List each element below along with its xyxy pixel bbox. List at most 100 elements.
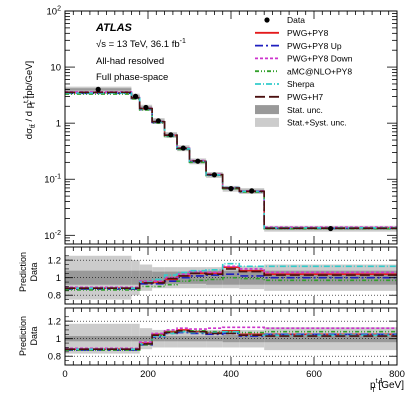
- y-title-sub-tt: tt̄: [29, 124, 37, 128]
- y-tick-label: 102: [47, 6, 62, 18]
- ratio-stat-band-bin: [139, 336, 153, 342]
- y-tick-base: 10: [44, 175, 55, 186]
- energy-sup: -1: [180, 38, 186, 45]
- ratio-series-pwg-h7: [65, 330, 397, 351]
- legend-label: Stat. unc.: [287, 105, 323, 115]
- y-tick-exp: 2: [57, 6, 61, 13]
- ratio-y-tick-label: 1: [56, 334, 61, 345]
- ratio1-y-title-bottom: Data: [29, 262, 39, 281]
- energy-text: √s = 13 TeV, 36.1 fb: [96, 39, 180, 50]
- data-point: [211, 172, 217, 178]
- ratio-stat-band-bin: [264, 335, 397, 343]
- legend-marker-data: [264, 17, 270, 23]
- x-title-sup: t,1: [376, 378, 384, 385]
- legend-label: PWG+PY8 Down: [287, 54, 353, 64]
- ratio-y-tick-label: 1.2: [48, 256, 61, 267]
- main-series-pwg-py8: [65, 91, 397, 229]
- ratio-stat-band-bin: [222, 335, 240, 343]
- phase-space-label: Full phase-space: [96, 72, 168, 83]
- legend: Data PWG+PY8 PWG+PY8 Up PWG+PY8 Down aMC@NLO…: [255, 15, 353, 128]
- legend-entry: Stat.+Syst. unc.: [255, 118, 347, 128]
- main-uncertainty-bands: [65, 86, 397, 232]
- x-title-main: p: [370, 380, 376, 391]
- legend-label: aMC@NLO+PY8: [287, 66, 352, 76]
- ratio1-axes: 0.8 1 1.2: [48, 246, 398, 305]
- y-axis-title-text: dσtt̄ / d pt,1T [pb/GeV]: [23, 61, 37, 139]
- y-tick-base: 10: [47, 7, 58, 18]
- legend-entry: Stat. unc.: [255, 105, 323, 115]
- ratio-series-pwg-h7: [65, 268, 397, 290]
- ratio-stat-band-bin: [206, 336, 223, 342]
- channel-label: All-had resolved: [96, 56, 164, 67]
- y-tick-label: 10-2: [44, 230, 61, 242]
- legend-swatch-band: [255, 117, 279, 127]
- y-title-sup: t,1: [23, 95, 30, 103]
- x-title-unit: [GeV]: [376, 380, 405, 391]
- data-point: [195, 158, 201, 164]
- main-series-pwg-h7: [65, 91, 397, 229]
- main-series-pwg-py8-up: [65, 92, 397, 230]
- legend-label: PWG+PY8 Up: [287, 41, 342, 51]
- ratio-series-pwg-py8-down: [65, 265, 397, 289]
- ratio-series-pwg-py8-up: [65, 273, 397, 290]
- ratio-y-tick-label: 0.8: [48, 352, 61, 363]
- energy-label: √s = 13 TeV, 36.1 fb-1: [96, 38, 186, 50]
- y-tick-exp: -2: [55, 230, 61, 237]
- ratio2-uncertainty-bands: [65, 320, 397, 357]
- ratio-y-tick-label: 1: [56, 273, 61, 284]
- y-tick-base: 10: [44, 231, 55, 242]
- y-tick-label: 10: [50, 63, 61, 74]
- data-point: [143, 104, 149, 111]
- legend-label: Stat.+Syst. unc.: [287, 118, 347, 128]
- x-title-sub: T: [371, 387, 376, 394]
- ratio2-y-title-top: Prediction: [18, 316, 28, 356]
- y-tick-label: 10-1: [44, 174, 61, 186]
- ratio-stat-band-bin: [131, 336, 140, 342]
- x-tick-label: 0: [62, 369, 67, 380]
- atlas-label: ATLAS: [95, 22, 133, 34]
- ratio-series-pwg-py8: [65, 329, 397, 351]
- legend-entry: aMC@NLO+PY8: [255, 66, 352, 76]
- y-title-sub-T: T: [30, 100, 37, 105]
- data-point: [249, 188, 255, 194]
- x-tick-label: 600: [306, 369, 322, 380]
- data-point: [155, 118, 161, 124]
- x-tick-label: 200: [140, 369, 156, 380]
- data-point: [228, 186, 234, 192]
- chart-labels: ATLAS √s = 13 TeV, 36.1 fb-1 All-had res…: [18, 22, 404, 394]
- ratio-series-amc-nlo-py8: [65, 330, 397, 351]
- y-axis-title: dσtt̄ / d pt,1T [pb/GeV]: [23, 61, 37, 139]
- legend-entry: Sherpa: [255, 79, 315, 89]
- main-series-sherpa: [65, 92, 397, 229]
- ratio2-y-title: Prediction Data: [18, 316, 39, 356]
- ratio-series-pwg-py8-down: [65, 326, 397, 350]
- ratio-series-amc-nlo-py8: [65, 276, 397, 291]
- data-point: [168, 132, 174, 138]
- ratio2-axes: 0.8 1 1.2 0 200 400 600 800: [48, 307, 405, 380]
- main-prediction-series: [65, 91, 397, 230]
- ratio-stat-band-bin: [177, 336, 190, 342]
- ratio1-series: [65, 262, 397, 291]
- ratio-y-tick-label: 0.8: [48, 291, 61, 302]
- ratio-y-tick-label: 1.2: [48, 317, 61, 328]
- x-axis-title: pt,1 T [GeV]: [370, 378, 404, 394]
- y-tick-label: 1: [56, 119, 61, 130]
- data-point: [180, 145, 186, 151]
- ratio1-y-title-top: Prediction: [18, 252, 28, 292]
- legend-entry: Data: [264, 15, 305, 25]
- y-title-unit: [pb/GeV]: [24, 61, 35, 101]
- x-tick-label: 800: [389, 369, 405, 380]
- x-tick-label: 400: [223, 369, 239, 380]
- y-tick-exp: -1: [55, 174, 61, 181]
- main-series-pwg-py8-down: [65, 91, 397, 228]
- legend-entry: PWG+PY8 Up: [255, 41, 342, 51]
- ratio1-y-title: Prediction Data: [18, 252, 39, 292]
- data-point: [328, 225, 334, 232]
- ratio2-y-title-bottom: Data: [29, 326, 39, 345]
- legend-label: Data: [287, 15, 305, 25]
- ratio-stat-band-bin: [131, 270, 140, 285]
- legend-label: PWG+H7: [287, 92, 323, 102]
- y-title-mid: / d p: [24, 103, 35, 124]
